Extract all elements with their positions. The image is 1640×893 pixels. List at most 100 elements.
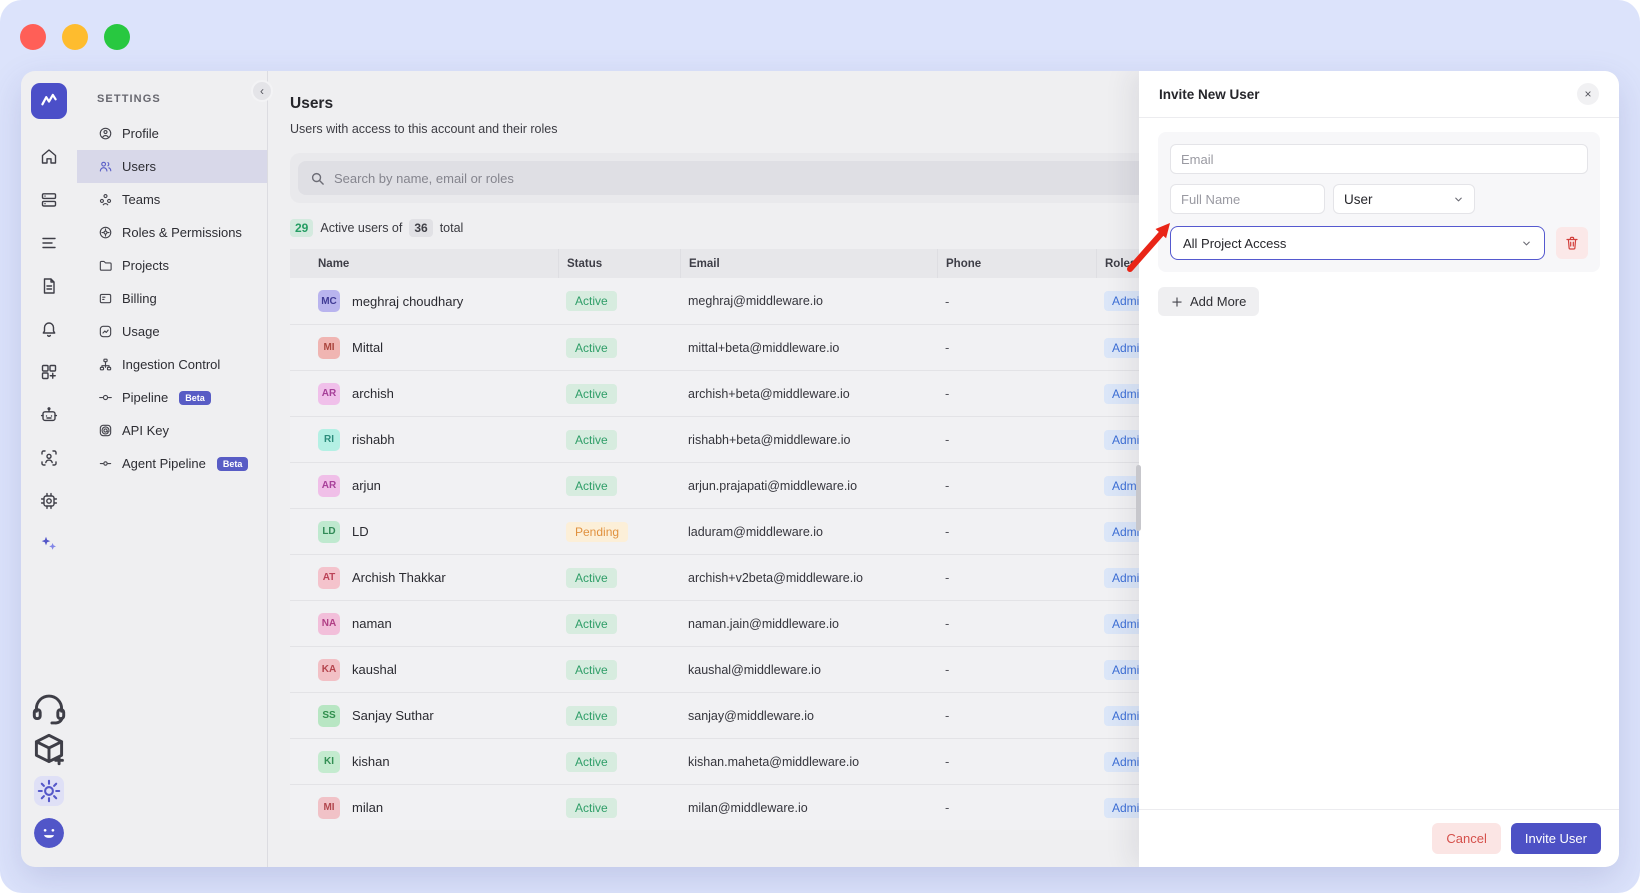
- home-icon[interactable]: [28, 135, 70, 178]
- user-avatar[interactable]: [34, 818, 64, 848]
- project-access-select[interactable]: All Project Access: [1170, 226, 1545, 260]
- cancel-button[interactable]: Cancel: [1432, 823, 1501, 854]
- user-phone: -: [945, 662, 950, 677]
- avatar: KI: [318, 750, 340, 773]
- status-badge: Pending: [566, 521, 629, 542]
- page-title: Users: [290, 95, 334, 112]
- invite-user-button[interactable]: Invite User: [1510, 823, 1601, 854]
- user-phone: -: [945, 800, 950, 815]
- status-badge: Active: [566, 429, 617, 450]
- agent-pipeline-icon: [98, 456, 113, 471]
- user-name: naman: [352, 616, 392, 631]
- trash-icon: [1566, 236, 1578, 250]
- sidebar-item-label: Teams: [122, 192, 161, 207]
- status-badge: Active: [566, 291, 617, 311]
- integrations-icon[interactable]: [28, 479, 70, 522]
- sidebar-item-pipeline[interactable]: Pipeline Beta: [77, 381, 267, 414]
- user-name: archish: [352, 386, 394, 401]
- sidebar-item-label: Billing: [122, 291, 157, 306]
- user-email: archish+v2beta@middleware.io: [688, 570, 863, 585]
- user-name: Archish Thakkar: [352, 570, 446, 585]
- sidebar-item-profile[interactable]: Profile: [77, 117, 267, 150]
- add-more-label: Add More: [1190, 294, 1247, 309]
- status-badge: Active: [566, 567, 617, 588]
- logs-icon[interactable]: [28, 221, 70, 264]
- user-email: laduram@middleware.io: [688, 524, 823, 539]
- user-phone: -: [945, 570, 950, 585]
- vertical-scrollbar[interactable]: [1136, 465, 1141, 531]
- collapse-sidebar-button[interactable]: ‹: [251, 80, 273, 102]
- project-access-value: All Project Access: [1183, 235, 1287, 251]
- support-icon[interactable]: [28, 687, 70, 727]
- user-name: milan: [352, 800, 384, 815]
- status-badge: Active: [566, 613, 617, 634]
- infrastructure-icon[interactable]: [28, 178, 70, 221]
- user-phone: -: [945, 754, 950, 769]
- sidebar-item-api-key[interactable]: API Key: [77, 414, 267, 447]
- summary-text: Active users of: [320, 221, 403, 235]
- close-window-button[interactable]: [20, 24, 46, 50]
- drawer-footer: Cancel Invite User: [1139, 809, 1619, 867]
- user-monitoring-icon[interactable]: [28, 436, 70, 479]
- close-drawer-button[interactable]: ×: [1577, 83, 1599, 105]
- beta-badge: Beta: [179, 390, 211, 405]
- settings-section-label: SETTINGS: [97, 93, 161, 105]
- user-email: meghraj@middleware.io: [688, 294, 823, 308]
- zoom-window-button[interactable]: [104, 24, 130, 50]
- avatar: MC: [318, 290, 340, 312]
- bot-icon[interactable]: [28, 393, 70, 436]
- user-email: milan@middleware.io: [688, 800, 808, 815]
- avatar: LD: [318, 520, 340, 543]
- avatar: NA: [318, 612, 340, 635]
- user-phone: -: [945, 478, 950, 493]
- user-email: kaushal@middleware.io: [688, 662, 821, 677]
- icon-rail: [21, 71, 77, 867]
- sidebar-item-projects[interactable]: Projects: [77, 249, 267, 282]
- middleware-logo[interactable]: [31, 83, 67, 119]
- teams-icon: [98, 192, 113, 207]
- users-summary: 29 Active users of 36 total: [290, 219, 1619, 237]
- settings-icon-highlight: [34, 776, 64, 806]
- dashboards-icon[interactable]: [28, 350, 70, 393]
- reports-icon[interactable]: [28, 264, 70, 307]
- add-more-button[interactable]: Add More: [1158, 287, 1260, 316]
- users-icon: [98, 159, 113, 174]
- package-icon[interactable]: [28, 729, 70, 769]
- user-name: Sanjay Suthar: [352, 708, 434, 723]
- total-count-badge: 36: [409, 219, 433, 237]
- drawer-body: User All Project Access: [1139, 118, 1619, 316]
- sidebar-item-users[interactable]: Users: [77, 150, 267, 183]
- active-count-badge: 29: [290, 219, 314, 237]
- user-phone: -: [945, 293, 950, 309]
- sidebar-item-usage[interactable]: Usage: [77, 315, 267, 348]
- role-select-value: User: [1344, 191, 1373, 207]
- invite-user-drawer: Invite New User × User All Pro: [1139, 71, 1619, 867]
- sidebar-item-ingestion[interactable]: Ingestion Control: [77, 348, 267, 381]
- sidebar-item-roles[interactable]: Roles & Permissions: [77, 216, 267, 249]
- sidebar-item-label: Agent Pipeline: [122, 456, 206, 471]
- user-name: kishan: [352, 754, 390, 769]
- user-avatar-icon[interactable]: [28, 813, 70, 853]
- email-field[interactable]: [1170, 144, 1588, 174]
- sidebar-item-label: Usage: [122, 324, 160, 339]
- delete-access-row-button[interactable]: [1556, 227, 1588, 259]
- ai-assistant-icon[interactable]: [28, 522, 70, 565]
- sidebar-item-agent-pipeline[interactable]: Agent Pipeline Beta: [77, 447, 267, 480]
- pipeline-icon: [98, 390, 113, 405]
- avatar: SS: [318, 704, 340, 727]
- drawer-header: Invite New User ×: [1139, 71, 1619, 118]
- role-select[interactable]: User: [1333, 184, 1475, 214]
- alerts-icon[interactable]: [28, 307, 70, 350]
- minimize-window-button[interactable]: [62, 24, 88, 50]
- avatar: AR: [318, 382, 340, 405]
- sidebar-item-teams[interactable]: Teams: [77, 183, 267, 216]
- settings-icon[interactable]: [28, 771, 70, 811]
- usage-icon: [98, 324, 113, 339]
- search-icon: [311, 172, 324, 185]
- avatar: KA: [318, 658, 340, 681]
- sidebar-item-billing[interactable]: Billing: [77, 282, 267, 315]
- user-email: kishan.maheta@middleware.io: [688, 754, 860, 769]
- full-name-field[interactable]: [1170, 184, 1325, 214]
- user-phone: -: [945, 524, 950, 539]
